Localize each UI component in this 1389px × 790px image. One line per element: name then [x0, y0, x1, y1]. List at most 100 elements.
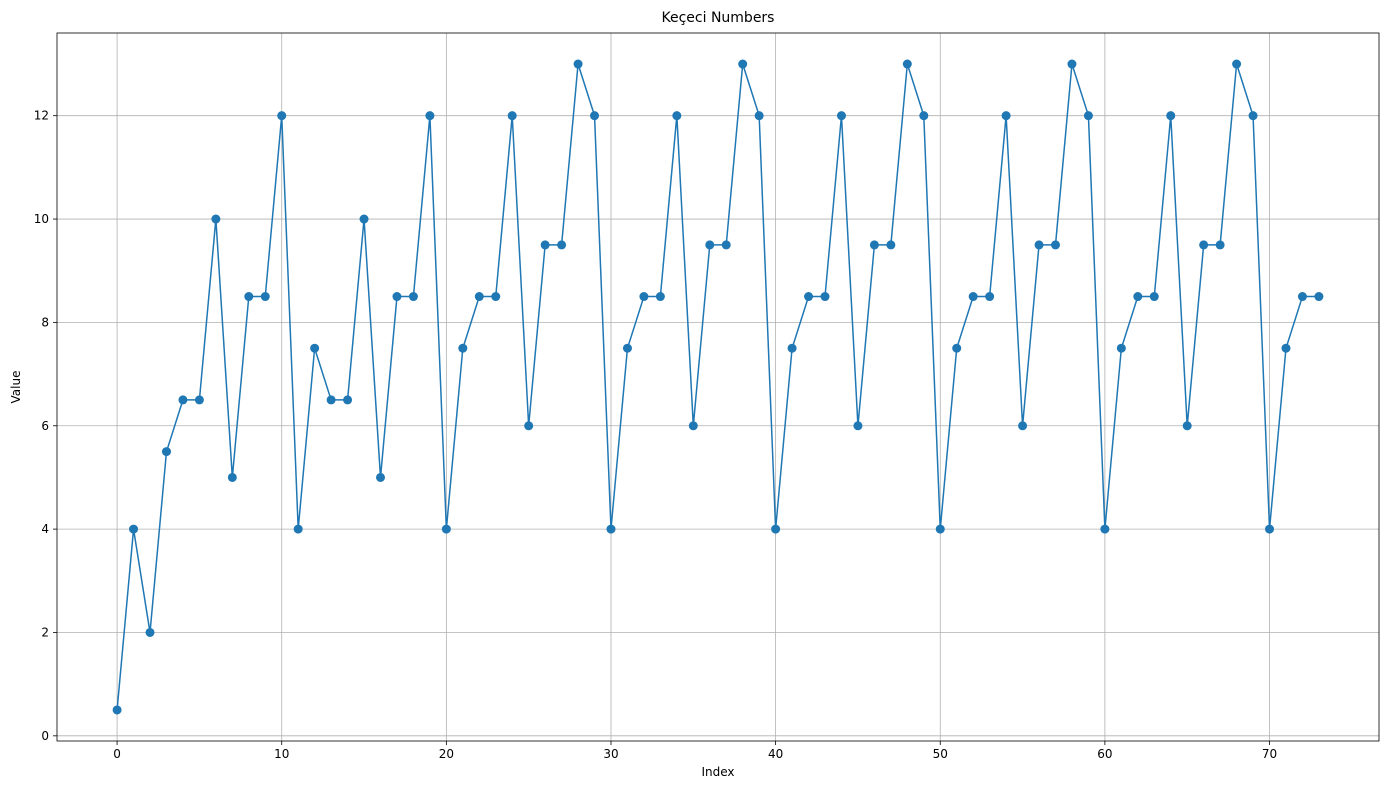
- data-point: [1001, 111, 1011, 121]
- data-point: [590, 111, 600, 121]
- x-tick-label: 20: [439, 747, 454, 761]
- data-point: [639, 292, 649, 302]
- data-point: [1100, 524, 1110, 534]
- y-tick-label: 12: [34, 109, 49, 123]
- data-point: [211, 214, 221, 224]
- data-point: [178, 395, 188, 405]
- y-tick-label: 2: [41, 625, 49, 639]
- data-point: [1133, 292, 1143, 302]
- data-point: [1182, 421, 1192, 431]
- data-point: [1265, 524, 1275, 534]
- data-point: [194, 395, 204, 405]
- plot-frame: [56, 32, 1380, 742]
- y-axis-ticks: 0 2 4 6 8 10 12: [34, 109, 57, 743]
- data-point: [985, 292, 995, 302]
- data-point: [129, 524, 139, 534]
- data-point: [820, 292, 830, 302]
- data-point: [771, 524, 781, 534]
- data-point: [804, 292, 814, 302]
- data-point: [491, 292, 501, 302]
- data-point: [721, 240, 731, 250]
- data-point: [754, 111, 764, 121]
- data-point: [441, 524, 451, 534]
- data-point: [277, 111, 287, 121]
- grid: [57, 33, 1379, 741]
- data-point: [1034, 240, 1044, 250]
- data-point: [935, 524, 945, 534]
- data-point: [1248, 111, 1258, 121]
- data-point: [507, 111, 517, 121]
- data-point: [688, 421, 698, 431]
- x-tick-label: 40: [768, 747, 783, 761]
- data-point: [886, 240, 896, 250]
- data-point: [540, 240, 550, 250]
- x-axis-ticks: 0 10 20 30 40 50 60 70: [113, 741, 1277, 761]
- series-line: [116, 63, 1319, 711]
- series-polyline: [116, 63, 1319, 711]
- data-point: [1149, 292, 1159, 302]
- data-point: [919, 111, 929, 121]
- y-axis-label: Value: [9, 371, 23, 404]
- data-point: [524, 421, 534, 431]
- data-point: [343, 395, 353, 405]
- y-tick-label: 0: [41, 729, 49, 743]
- data-point: [293, 524, 303, 534]
- x-tick-label: 70: [1262, 747, 1277, 761]
- data-point: [310, 343, 320, 353]
- series-points: [112, 59, 1324, 715]
- data-point: [622, 343, 632, 353]
- data-point: [260, 292, 270, 302]
- data-point: [145, 627, 155, 637]
- data-point: [474, 292, 484, 302]
- data-point: [1199, 240, 1209, 250]
- data-point: [425, 111, 435, 121]
- data-point: [1281, 343, 1291, 353]
- data-point: [1083, 111, 1093, 121]
- y-tick-label: 6: [41, 419, 49, 433]
- x-tick-label: 30: [603, 747, 618, 761]
- x-tick-label: 60: [1097, 747, 1112, 761]
- data-point: [1166, 111, 1176, 121]
- data-point: [408, 292, 418, 302]
- chart-title: Keçeci Numbers: [662, 10, 775, 26]
- data-point: [1116, 343, 1126, 353]
- data-point: [376, 472, 386, 482]
- data-point: [869, 240, 879, 250]
- data-point: [227, 472, 237, 482]
- y-tick-label: 4: [41, 522, 49, 536]
- data-point: [968, 292, 978, 302]
- x-axis-label: Index: [701, 765, 734, 779]
- y-tick-label: 10: [34, 212, 49, 226]
- data-point: [359, 214, 369, 224]
- data-point: [1018, 421, 1028, 431]
- data-point: [836, 111, 846, 121]
- data-point: [1050, 240, 1060, 250]
- data-point: [655, 292, 665, 302]
- data-point: [606, 524, 616, 534]
- data-point: [573, 59, 583, 69]
- data-point: [112, 705, 122, 715]
- x-tick-label: 50: [933, 747, 948, 761]
- data-point: [161, 447, 171, 457]
- y-tick-label: 8: [41, 315, 49, 329]
- x-tick-label: 10: [274, 747, 289, 761]
- data-point: [1297, 292, 1307, 302]
- data-point: [672, 111, 682, 121]
- data-point: [392, 292, 402, 302]
- data-point: [1067, 59, 1077, 69]
- data-point: [326, 395, 336, 405]
- data-point: [557, 240, 567, 250]
- data-point: [1215, 240, 1225, 250]
- data-point: [458, 343, 468, 353]
- data-point: [1232, 59, 1242, 69]
- data-point: [738, 59, 748, 69]
- data-point: [244, 292, 254, 302]
- data-point: [787, 343, 797, 353]
- data-point: [902, 59, 912, 69]
- x-tick-label: 0: [113, 747, 121, 761]
- data-point: [705, 240, 715, 250]
- data-point: [1314, 292, 1324, 302]
- data-point: [952, 343, 962, 353]
- data-point: [853, 421, 863, 431]
